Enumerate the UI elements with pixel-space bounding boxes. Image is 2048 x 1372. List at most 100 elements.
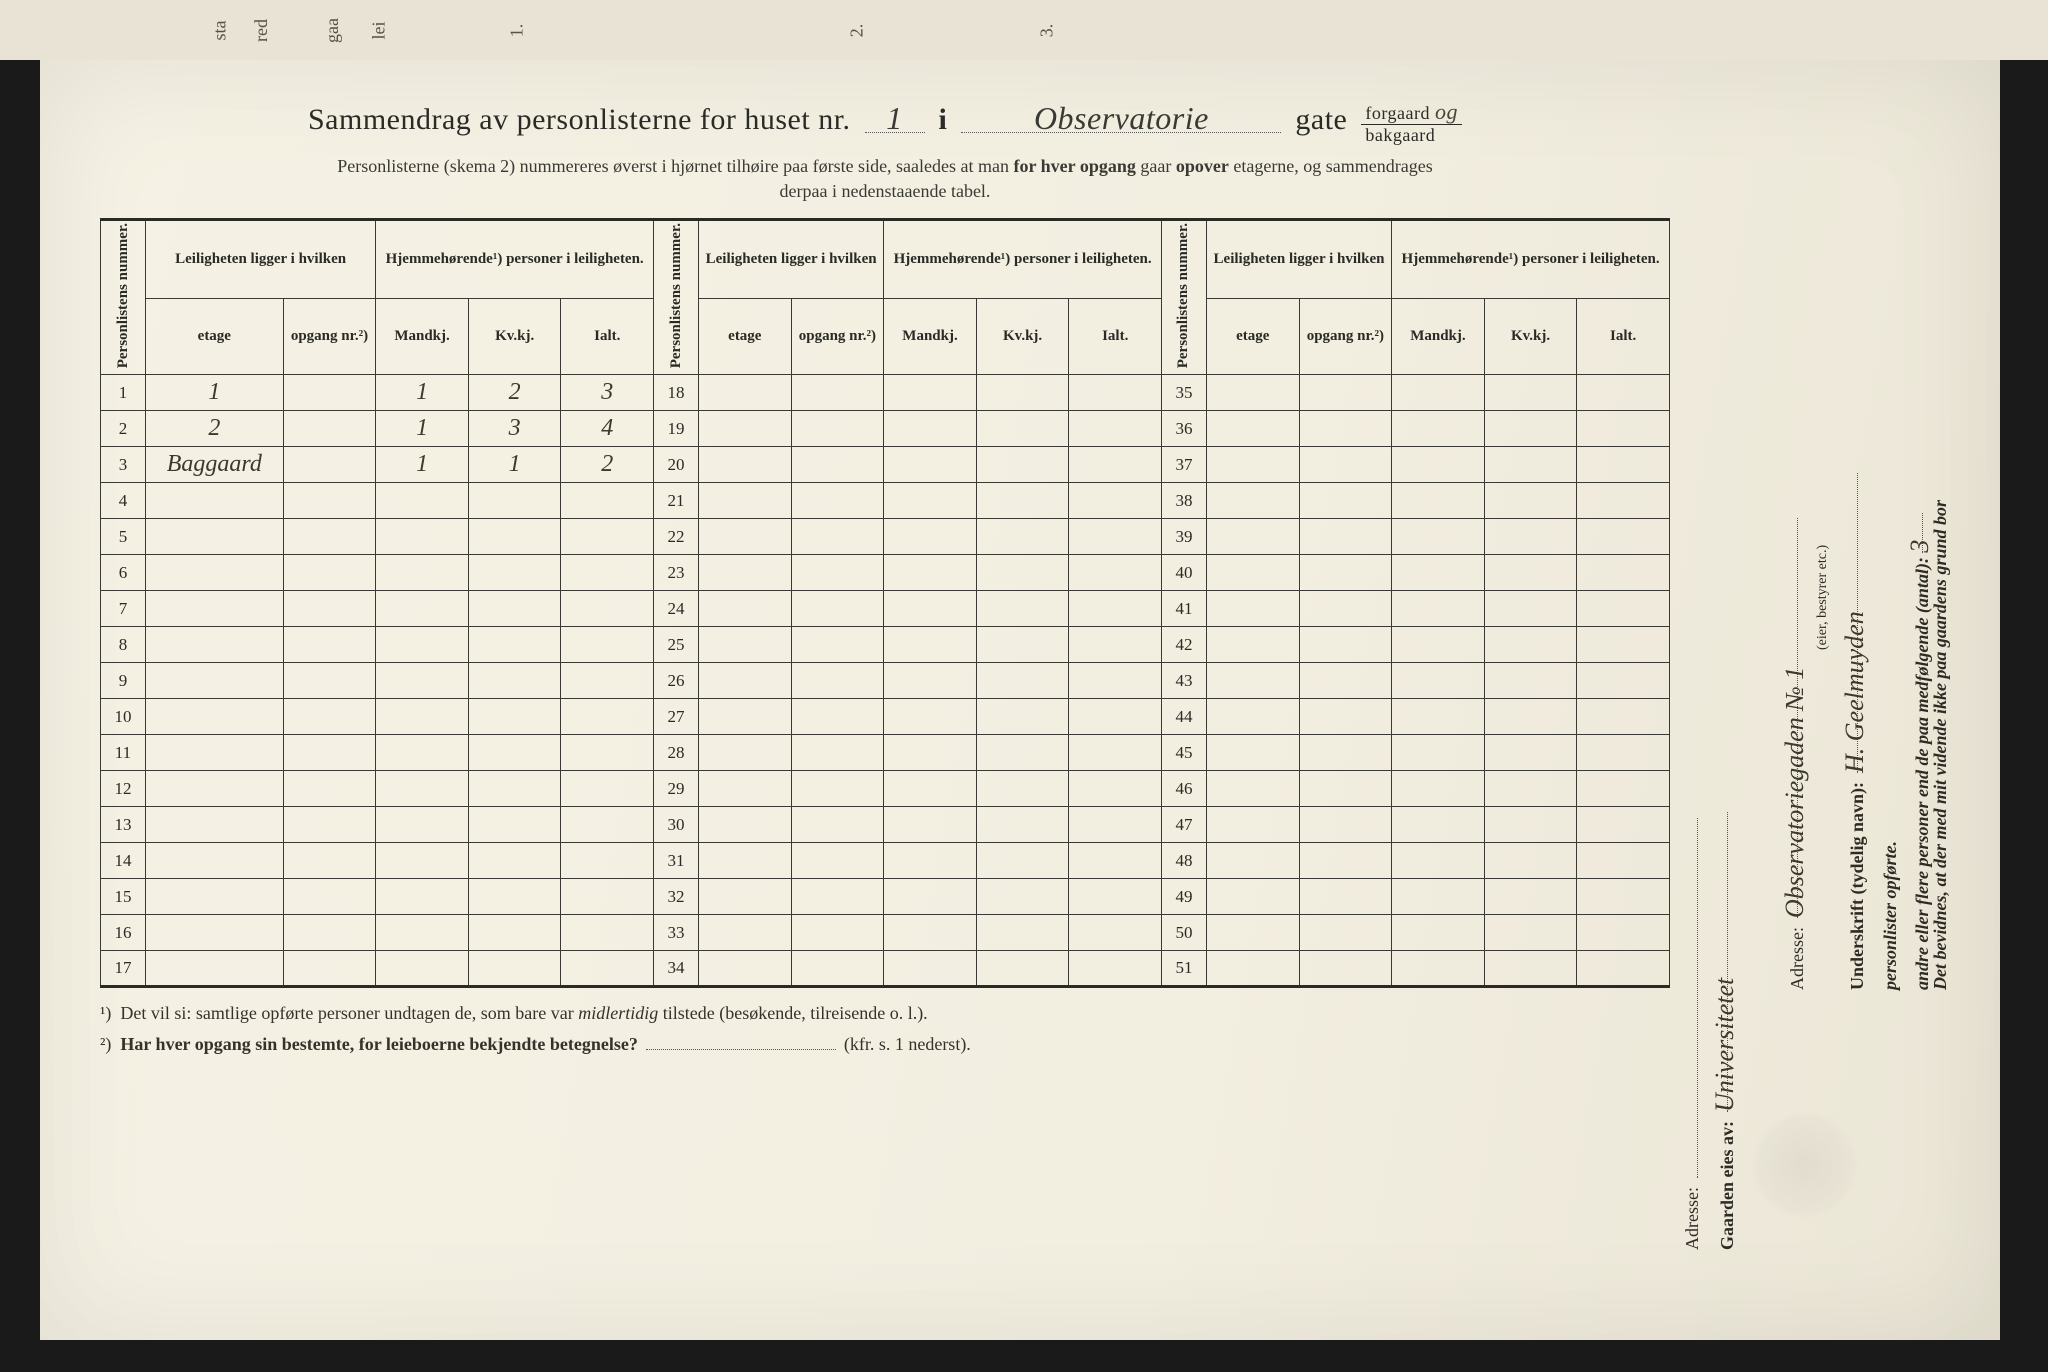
cell-ialt	[561, 483, 654, 519]
cell-opgang	[1299, 591, 1392, 627]
cell-ialt	[1577, 735, 1670, 771]
row-number: 24	[654, 591, 699, 627]
cell-etage	[145, 627, 283, 663]
row-number: 19	[654, 411, 699, 447]
cell-etage	[699, 807, 792, 843]
cell-mand	[376, 951, 469, 987]
cell-opgang	[283, 699, 376, 735]
cell-ialt	[1069, 627, 1162, 663]
cell-opgang	[283, 843, 376, 879]
cell-etage	[1206, 879, 1299, 915]
row-number: 49	[1161, 879, 1206, 915]
cell-mand: 1	[376, 375, 469, 411]
cell-opgang	[791, 699, 884, 735]
cell-ialt	[1577, 591, 1670, 627]
row-number: 8	[101, 627, 146, 663]
cell-ialt	[561, 735, 654, 771]
cell-mand	[376, 879, 469, 915]
forgaard-label: forgaard	[1365, 103, 1430, 123]
row-number: 20	[654, 447, 699, 483]
row-number: 47	[1161, 807, 1206, 843]
cell-mand	[376, 519, 469, 555]
cell-opgang	[1299, 951, 1392, 987]
subtitle: Personlisterne (skema 2) nummereres øver…	[100, 154, 1670, 204]
cell-etage	[1206, 915, 1299, 951]
row-number: 39	[1161, 519, 1206, 555]
cell-opgang	[1299, 843, 1392, 879]
cell-etage	[1206, 483, 1299, 519]
cell-mand	[884, 807, 977, 843]
cell-mand	[1392, 483, 1485, 519]
cell-kv	[1484, 483, 1577, 519]
col-mandkj-3: Mandkj.	[1392, 298, 1485, 374]
cell-etage	[699, 699, 792, 735]
cell-kv	[1484, 411, 1577, 447]
cell-etage	[145, 951, 283, 987]
cell-ialt	[1577, 663, 1670, 699]
title-suffix: gate	[1295, 103, 1347, 136]
cell-ialt	[1577, 519, 1670, 555]
cell-etage	[699, 915, 792, 951]
row-number: 15	[101, 879, 146, 915]
cell-mand	[376, 591, 469, 627]
cell-etage	[145, 663, 283, 699]
cell-mand	[1392, 411, 1485, 447]
cell-etage	[699, 627, 792, 663]
cell-ialt	[1577, 627, 1670, 663]
table-row: 133047	[101, 807, 1670, 843]
cell-ialt	[1069, 843, 1162, 879]
cell-etage	[145, 555, 283, 591]
table-row: 173451	[101, 951, 1670, 987]
cell-opgang	[1299, 735, 1392, 771]
cell-opgang	[283, 951, 376, 987]
cell-ialt	[1577, 915, 1670, 951]
cell-ialt	[561, 555, 654, 591]
cell-ialt	[561, 807, 654, 843]
cell-opgang	[791, 663, 884, 699]
cell-opgang	[283, 447, 376, 483]
cell-opgang	[1299, 663, 1392, 699]
cell-ialt	[1069, 951, 1162, 987]
cell-ialt	[1069, 807, 1162, 843]
cell-ialt	[1069, 771, 1162, 807]
cell-etage: Baggaard	[145, 447, 283, 483]
cell-etage	[1206, 555, 1299, 591]
cell-kv: 3	[468, 411, 561, 447]
cell-kv	[468, 663, 561, 699]
row-number: 32	[654, 879, 699, 915]
cell-kv	[976, 483, 1069, 519]
cell-ialt	[1577, 447, 1670, 483]
cell-opgang	[283, 771, 376, 807]
col-hjemme: Hjemmehørende¹) personer i leiligheten.	[376, 219, 654, 298]
cell-opgang	[1299, 879, 1392, 915]
row-number: 45	[1161, 735, 1206, 771]
cell-kv	[1484, 951, 1577, 987]
cell-mand	[1392, 951, 1485, 987]
underskrift-value: H. Geelmuyden	[1840, 611, 1870, 773]
embossed-seal	[1750, 1110, 1860, 1220]
cell-ialt	[561, 663, 654, 699]
house-number: 1	[878, 100, 911, 136]
cell-opgang	[791, 951, 884, 987]
sidebar: Det bevidnes, at der med mit vidende ikk…	[1680, 170, 1960, 1270]
cell-opgang	[1299, 447, 1392, 483]
col-kvkj-3: Kv.kj.	[1484, 298, 1577, 374]
cell-kv	[468, 699, 561, 735]
cell-ialt: 2	[561, 447, 654, 483]
cell-kv	[468, 555, 561, 591]
cell-kv	[976, 627, 1069, 663]
table-row: 221341936	[101, 411, 1670, 447]
row-number: 51	[1161, 951, 1206, 987]
cell-ialt	[1069, 915, 1162, 951]
cell-ialt	[1069, 375, 1162, 411]
cell-ialt	[1069, 447, 1162, 483]
cell-mand: 1	[376, 411, 469, 447]
cell-ialt	[1577, 843, 1670, 879]
cell-mand: 1	[376, 447, 469, 483]
cell-kv	[468, 879, 561, 915]
table-row: 72441	[101, 591, 1670, 627]
cell-opgang	[283, 591, 376, 627]
col-leiligheten: Leiligheten ligger i hvilken	[145, 219, 375, 298]
cell-opgang	[791, 807, 884, 843]
cell-mand	[884, 411, 977, 447]
